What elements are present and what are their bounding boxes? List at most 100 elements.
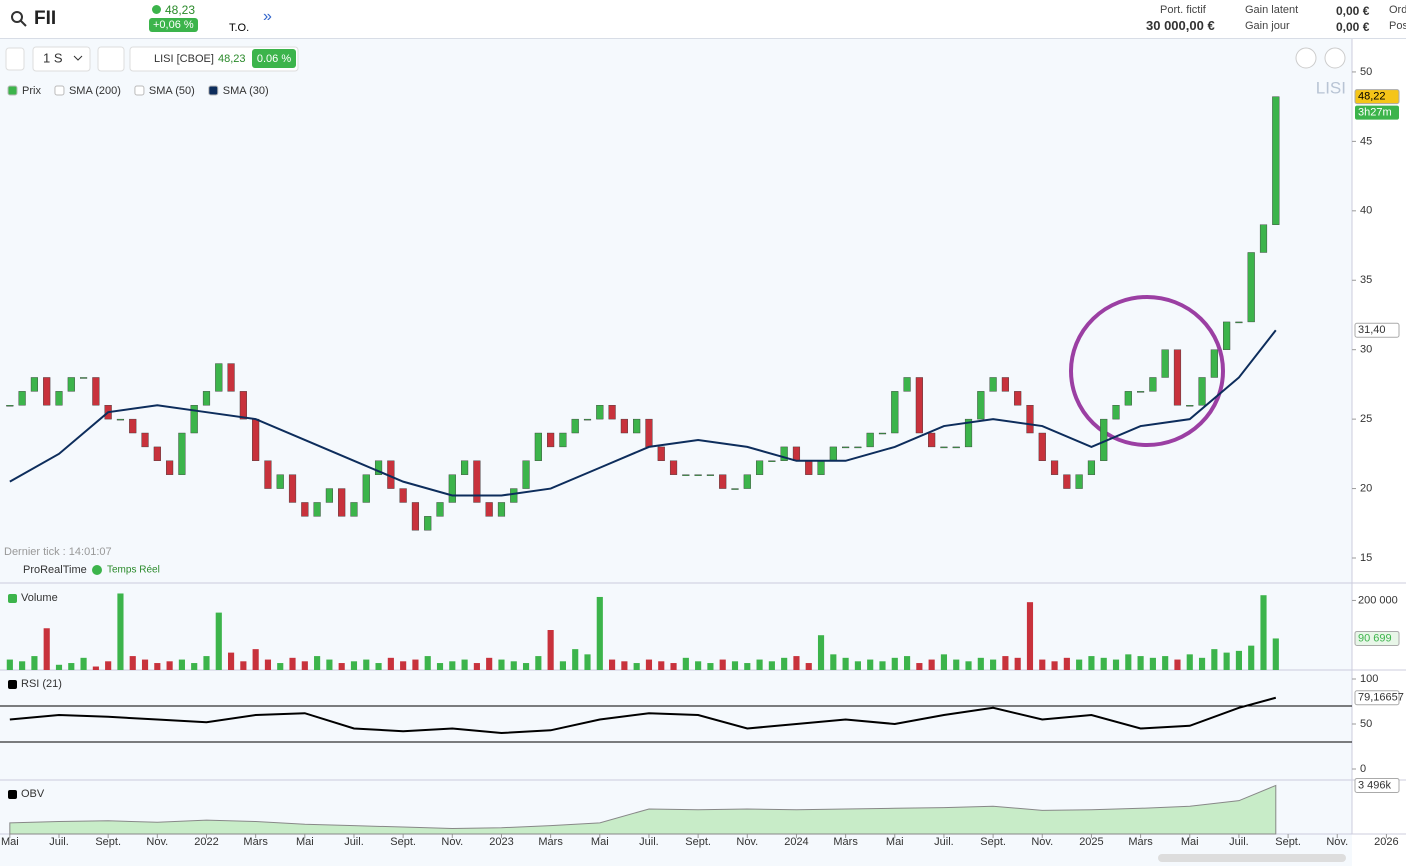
x-tick-label: 2022: [194, 836, 218, 848]
volume-bar: [473, 663, 480, 670]
period-select[interactable]: [32, 46, 91, 72]
candle: [743, 474, 751, 489]
y-tick-label: 45: [1360, 135, 1372, 147]
candle: [129, 418, 137, 434]
candle: [842, 446, 850, 449]
x-tick-label: 2023: [489, 836, 513, 848]
volume-bar: [338, 663, 345, 670]
panel-title: Volume: [21, 592, 58, 604]
volume-bar: [719, 659, 726, 670]
volume-bar: [301, 661, 308, 670]
volume-bar: [1051, 661, 1058, 670]
volume-bar: [154, 663, 161, 670]
x-tick-label: Nov.: [736, 836, 758, 848]
candle: [153, 446, 161, 461]
expand[interactable]: »: [263, 8, 272, 25]
header-price: 48,23: [152, 3, 195, 17]
candle: [473, 460, 481, 503]
volume-bar: [916, 663, 923, 670]
x-tick-label: Juil.: [344, 836, 364, 848]
volume-bar: [1125, 654, 1132, 670]
candle: [608, 405, 616, 420]
volume-bar: [80, 657, 87, 670]
candle: [1112, 405, 1120, 420]
candle: [338, 488, 346, 517]
x-tick-label: Mai: [296, 836, 314, 848]
x-tick-label: Sept.: [95, 836, 121, 848]
volume-bar: [289, 657, 296, 670]
volume-bar: [768, 661, 775, 670]
settings-btn[interactable]: [1295, 47, 1317, 69]
candle: [1149, 377, 1157, 392]
volume-bar: [43, 628, 50, 670]
volume-bar: [326, 659, 333, 670]
volume-bar: [1235, 650, 1242, 670]
volume-bar: [68, 663, 75, 670]
y-tick-label: 50: [1360, 66, 1372, 78]
candle: [1026, 405, 1034, 434]
scrollbar[interactable]: [1158, 854, 1346, 862]
candle: [682, 474, 690, 476]
candle: [374, 460, 383, 475]
x-tick-label: Nov.: [441, 836, 463, 848]
candle: [583, 418, 592, 421]
candle: [1001, 377, 1009, 392]
volume-bar: [707, 663, 714, 670]
tool[interactable]: [5, 47, 25, 71]
volume-bar: [842, 657, 849, 670]
volume-bar: [19, 661, 26, 670]
gain-latent: 0,00 €: [1336, 4, 1370, 18]
volume-bar: [215, 612, 222, 670]
value-tag: [1354, 777, 1400, 793]
candle: [755, 460, 764, 475]
candle: [436, 502, 444, 517]
candle: [964, 418, 973, 448]
candle: [1186, 405, 1194, 407]
candle: [731, 488, 739, 490]
y-tick-label: 15: [1360, 552, 1372, 564]
volume-bar: [461, 659, 468, 670]
candle: [1075, 474, 1083, 489]
candle: [645, 418, 653, 448]
candle: [55, 391, 63, 406]
value-tag-label: 3 496k: [1358, 779, 1392, 791]
x-tick-label: Mai: [886, 836, 904, 848]
to-button[interactable]: T.O.: [229, 22, 250, 34]
volume-bar: [1198, 657, 1206, 670]
rt-dot: [92, 565, 102, 575]
candle: [178, 432, 186, 475]
chart: 1 S LISI [CBOE] 48,23 0.06 % Dernier tic…: [0, 39, 1406, 866]
candle: [448, 474, 456, 503]
volume-bar: [547, 630, 554, 670]
candle: [571, 418, 579, 434]
value-tag: [1354, 690, 1400, 706]
panel-title: RSI (21): [21, 678, 62, 690]
candle: [497, 502, 506, 517]
volume-bar: [55, 664, 63, 670]
candle: [669, 460, 678, 475]
gain-jour: 0,00 €: [1336, 20, 1370, 34]
candle: [1259, 224, 1268, 253]
volume-bar: [1248, 645, 1255, 670]
candle: [1014, 391, 1022, 406]
indicator-btn[interactable]: [97, 46, 125, 72]
window-btn[interactable]: [1324, 47, 1346, 69]
volume-bar: [1076, 659, 1083, 670]
y-tick-label: 25: [1360, 413, 1372, 425]
panel-title: OBV: [21, 788, 45, 800]
search-icon[interactable]: [10, 10, 28, 28]
volume-bar: [436, 663, 444, 670]
volume-bar: [867, 659, 874, 670]
volume-bar: [1211, 649, 1218, 670]
obv-area: [9, 784, 1277, 835]
volume-bar: [805, 663, 812, 670]
legend-box: [134, 85, 145, 96]
volume-bar: [264, 659, 272, 670]
candle: [1050, 460, 1059, 475]
candle: [30, 377, 38, 392]
x-tick-label: Juil.: [639, 836, 659, 848]
candle: [6, 405, 14, 407]
timer-tag: [1355, 105, 1399, 120]
volume-bar: [744, 663, 751, 670]
candle: [301, 502, 309, 517]
